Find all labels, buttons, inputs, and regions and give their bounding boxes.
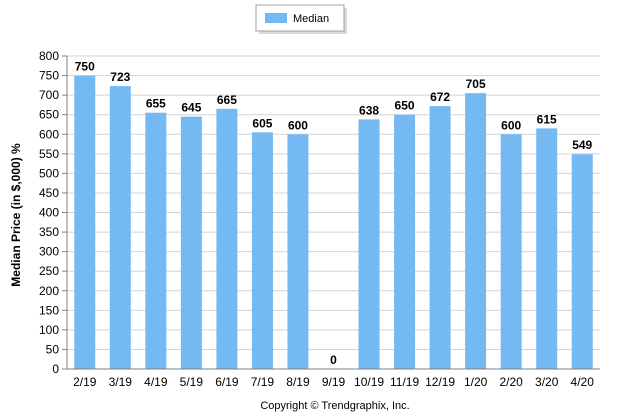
y-tick-label: 400	[39, 206, 59, 220]
x-tick-label: 10/19	[354, 375, 384, 389]
y-tick-label: 550	[39, 147, 59, 161]
x-tick-label: 3/19	[109, 375, 133, 389]
data-label: 638	[359, 103, 379, 117]
y-tick-label: 700	[39, 88, 59, 102]
data-label: 605	[252, 116, 272, 130]
data-label: 600	[501, 118, 521, 132]
y-tick-label: 200	[39, 284, 59, 298]
y-tick-label: 450	[39, 186, 59, 200]
bar	[287, 134, 309, 369]
bar	[500, 134, 522, 369]
bar	[109, 86, 131, 369]
bar	[216, 108, 238, 369]
bar	[429, 106, 451, 369]
data-label: 650	[395, 99, 415, 113]
x-tick-label: 2/19	[73, 375, 97, 389]
legend-label: Median	[293, 13, 329, 25]
y-tick-label: 100	[39, 323, 59, 337]
data-label: 615	[537, 112, 557, 126]
x-tick-label: 2/20	[499, 375, 523, 389]
bar	[571, 154, 593, 369]
x-tick-label: 12/19	[425, 375, 455, 389]
y-tick-label: 800	[39, 49, 59, 63]
data-label: 655	[146, 97, 166, 111]
y-axis-ticks: 0 50 100 150 200 250 300 350 400 450 500 550 600 650 7…	[39, 49, 67, 376]
y-tick-label: 150	[39, 303, 59, 317]
y-tick-label: 600	[39, 127, 59, 141]
x-tick-label: 11/19	[390, 375, 419, 389]
x-tick-label: 3/20	[535, 375, 559, 389]
data-label: 645	[181, 101, 201, 115]
x-tick-label: 6/19	[215, 375, 239, 389]
data-label: 600	[288, 118, 308, 132]
bar	[358, 119, 380, 369]
bar	[394, 114, 416, 369]
y-tick-label: 750	[39, 69, 59, 83]
bar	[536, 128, 558, 369]
y-axis-label: Median Price (in $,000) %	[9, 143, 23, 287]
data-label: 549	[572, 138, 592, 152]
copyright-text: Copyright © Trendgraphix, Inc.	[260, 400, 409, 412]
data-labels: 750 723 655 645 665 605 600 0 638 650 672 705 600 615…	[75, 60, 593, 367]
data-label: 705	[466, 77, 486, 91]
data-label: 750	[75, 60, 95, 74]
bar	[251, 132, 273, 369]
data-label: 672	[430, 90, 450, 104]
bars	[74, 75, 593, 369]
data-label: 0	[330, 353, 337, 367]
bar	[74, 75, 96, 369]
y-tick-label: 50	[46, 342, 60, 356]
bar	[145, 112, 167, 369]
x-tick-label: 5/19	[180, 375, 204, 389]
bar	[465, 93, 487, 369]
legend-swatch	[265, 13, 287, 23]
x-tick-label: 4/20	[571, 375, 595, 389]
data-label: 723	[110, 70, 130, 84]
y-tick-label: 250	[39, 264, 59, 278]
data-label: 665	[217, 93, 237, 107]
x-tick-label: 8/19	[286, 375, 310, 389]
legend: Median	[255, 4, 347, 34]
x-tick-label: 1/20	[464, 375, 488, 389]
x-tick-label: 7/19	[251, 375, 275, 389]
y-tick-label: 0	[52, 362, 59, 376]
bar	[180, 116, 202, 369]
y-tick-label: 500	[39, 166, 59, 180]
y-tick-label: 300	[39, 245, 59, 259]
x-axis-ticks: 2/19 3/19 4/19 5/19 6/19 7/19 8/19 9/19 10/19 11/…	[73, 375, 594, 389]
x-tick-label: 4/19	[144, 375, 168, 389]
y-tick-label: 650	[39, 108, 59, 122]
y-tick-label: 350	[39, 225, 59, 239]
x-tick-label: 9/19	[322, 375, 346, 389]
